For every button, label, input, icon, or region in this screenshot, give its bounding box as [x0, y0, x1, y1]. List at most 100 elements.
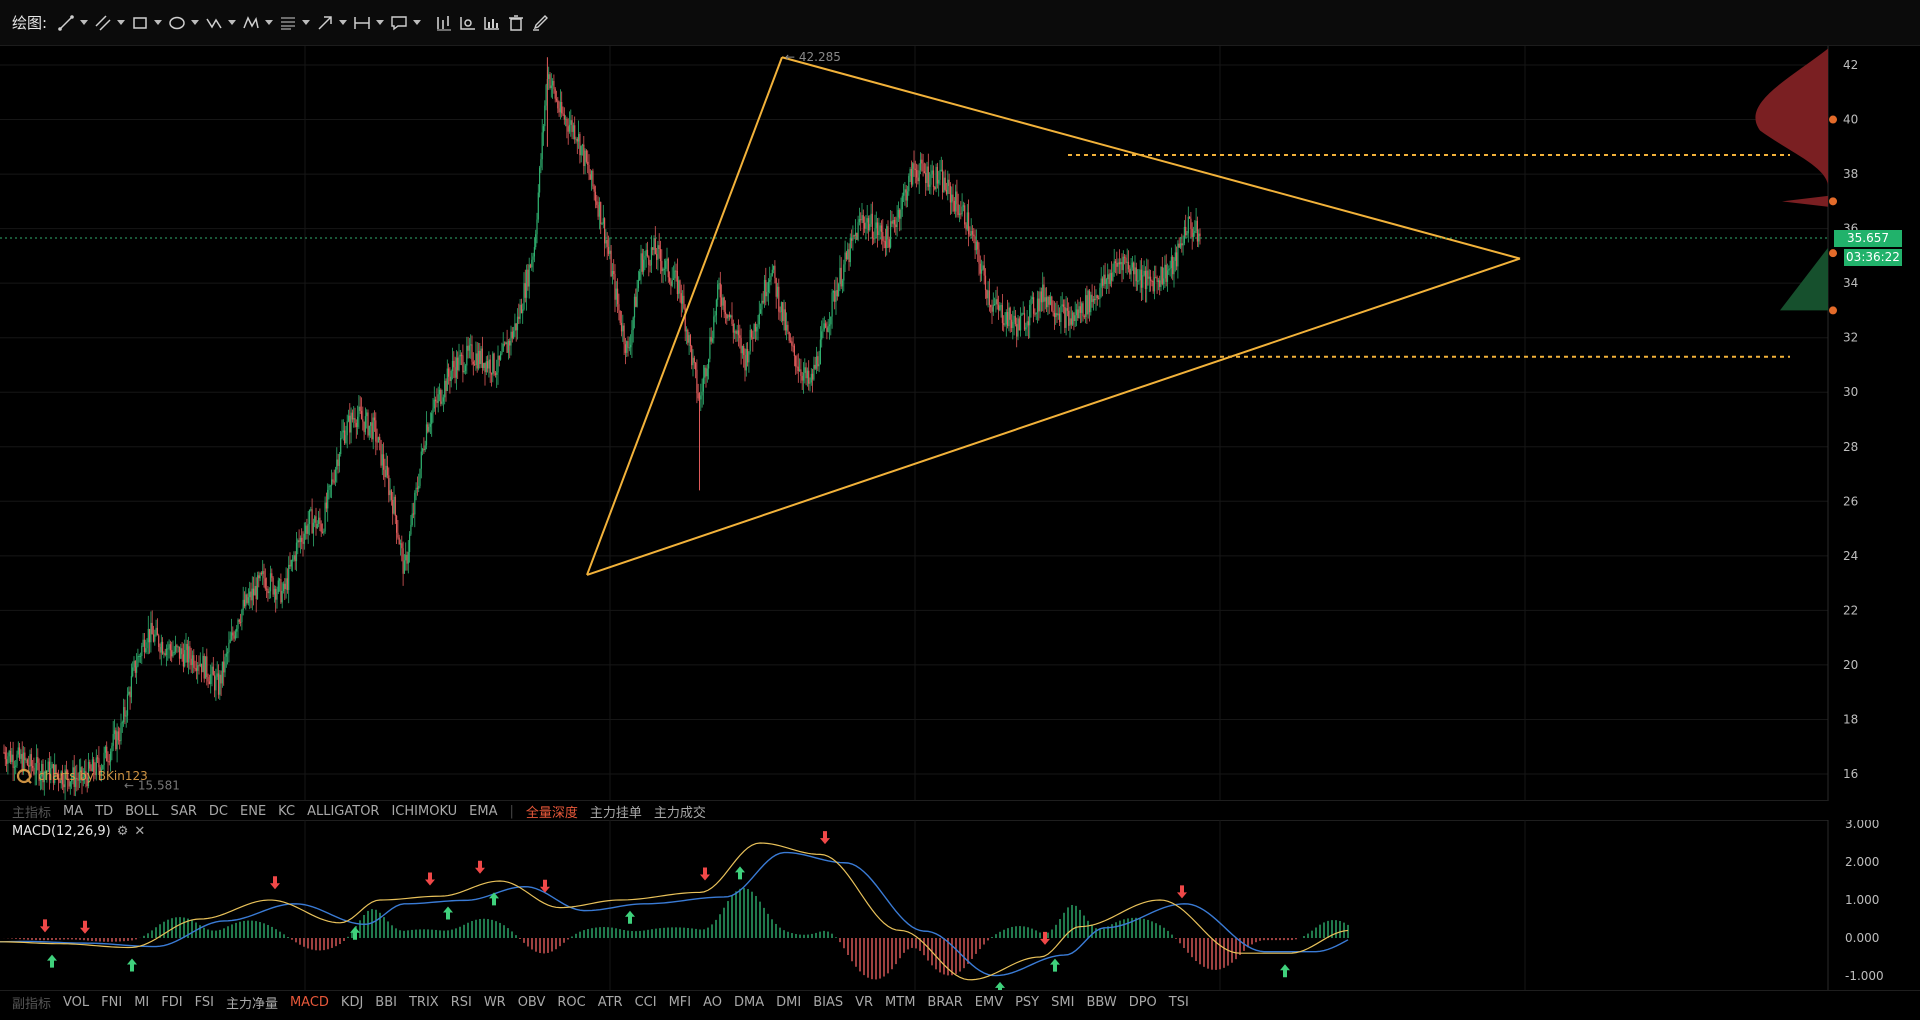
candle: [620, 311, 623, 337]
comment-tool-button[interactable]: [390, 8, 422, 38]
candle: [432, 397, 434, 423]
brush-tool-button[interactable]: [531, 8, 549, 38]
sub-indicator-26[interactable]: PSY: [1015, 994, 1040, 1010]
sub-indicator-5[interactable]: FSI: [194, 994, 214, 1010]
sub-indicator-28[interactable]: BBW: [1086, 994, 1117, 1010]
sub-indicator-1[interactable]: VOL: [63, 994, 90, 1010]
rect-tool-button[interactable]: [131, 8, 163, 38]
sub-indicator-15[interactable]: ATR: [597, 994, 623, 1010]
candle: [364, 407, 366, 435]
candle: [379, 433, 381, 451]
sub-indicator-22[interactable]: VR: [855, 994, 874, 1010]
parallel-tool-button[interactable]: [94, 8, 126, 38]
sub-indicator-3[interactable]: MI: [134, 994, 150, 1010]
main-indicator-6[interactable]: ENE: [240, 803, 267, 819]
sub-indicator-27[interactable]: SMI: [1051, 994, 1075, 1010]
sub-indicator-11[interactable]: RSI: [450, 994, 472, 1010]
candle: [773, 265, 775, 274]
sub-indicator-9[interactable]: BBI: [375, 994, 397, 1010]
high-price-label: ← 42.285: [785, 50, 841, 64]
sub-indicator-19[interactable]: DMA: [734, 994, 765, 1010]
main-indicator-10[interactable]: EMA: [469, 803, 498, 819]
candle: [87, 752, 90, 789]
candle: [865, 215, 867, 240]
candle: [1036, 290, 1039, 324]
sub-indicator-6[interactable]: 主力净量: [225, 996, 278, 1012]
main-indicator-13[interactable]: 主力挂单: [589, 805, 642, 821]
sub-indicator-17[interactable]: MFI: [668, 994, 692, 1010]
main-indicator-1[interactable]: MA: [63, 803, 84, 819]
candle: [498, 355, 500, 367]
sub-indicator-13[interactable]: OBV: [517, 994, 546, 1010]
main-indicator-5[interactable]: DC: [208, 803, 229, 819]
sub-indicator-30[interactable]: TSI: [1168, 994, 1189, 1010]
candle: [298, 529, 300, 548]
candle: [89, 759, 91, 772]
candle: [618, 293, 620, 321]
main-chart-area[interactable]: 42 40 38 36 34 32 30 28 26 24 22 20 18 16 ← 42.285 ← 15…: [0, 46, 1920, 801]
candle: [1096, 294, 1098, 306]
pattern-tool-button[interactable]: [242, 8, 274, 38]
ellipse-tool-button[interactable]: [168, 8, 200, 38]
candle: [732, 319, 734, 344]
sub-indicator-10[interactable]: TRIX: [408, 994, 439, 1010]
line-tool-button[interactable]: [57, 8, 89, 38]
sub-indicator-20[interactable]: DMI: [776, 994, 802, 1010]
main-indicator-3[interactable]: BOLL: [125, 803, 159, 819]
candle: [860, 212, 862, 231]
candle: [1199, 228, 1201, 245]
candle: [26, 758, 28, 766]
delete-drawings-button[interactable]: [507, 8, 525, 38]
sub-indicator-16[interactable]: CCI: [634, 994, 657, 1010]
main-indicator-9[interactable]: ICHIMOKU: [391, 803, 458, 819]
candle: [702, 365, 704, 405]
sub-indicator-7[interactable]: MACD: [289, 994, 329, 1010]
sub-indicator-24[interactable]: BRAR: [927, 994, 963, 1010]
candle: [776, 282, 779, 299]
candle: [571, 115, 573, 140]
sub-indicator-2[interactable]: FNI: [101, 994, 123, 1010]
candle: [467, 336, 469, 359]
candle: [879, 222, 881, 240]
candle: [578, 120, 580, 149]
sub-indicator-4[interactable]: FDI: [161, 994, 183, 1010]
main-indicator-12[interactable]: 全量深度: [525, 805, 578, 821]
arrow-tool-button[interactable]: [316, 8, 348, 38]
range-tool-button[interactable]: [353, 8, 385, 38]
macd-chart[interactable]: 3.000 2.000 1.000 0.000 -1.000: [0, 820, 1920, 990]
sub-indicator-8[interactable]: KDJ: [340, 994, 364, 1010]
close-icon[interactable]: ✕: [134, 824, 146, 839]
main-indicator-7[interactable]: KC: [278, 803, 296, 819]
histogram-button[interactable]: [483, 8, 501, 38]
sub-indicator-29[interactable]: DPO: [1128, 994, 1157, 1010]
sub-indicator-25[interactable]: EMV: [974, 994, 1004, 1010]
candle: [1061, 292, 1063, 313]
candle: [47, 758, 49, 773]
candle: [34, 763, 36, 786]
candle: [758, 300, 760, 329]
candle: [553, 74, 555, 94]
macd-axis-label: -1.000: [1845, 969, 1884, 983]
fib-tool-button[interactable]: [279, 8, 311, 38]
candle: [202, 646, 204, 673]
sub-indicator-23[interactable]: MTM: [885, 994, 916, 1010]
main-indicator-4[interactable]: SAR: [170, 803, 197, 819]
candle: [123, 698, 125, 727]
candle: [1059, 307, 1061, 326]
sub-indicator-21[interactable]: BIAS: [813, 994, 844, 1010]
chart-overlay-button[interactable]: [459, 8, 477, 38]
gear-icon[interactable]: ⚙: [116, 824, 129, 839]
zigzag-tool-button[interactable]: [205, 8, 237, 38]
main-indicator-14[interactable]: 主力成交: [653, 805, 706, 821]
candle: [529, 263, 532, 269]
sub-indicator-14[interactable]: ROC: [557, 994, 586, 1010]
main-indicator-8[interactable]: ALLIGATOR: [307, 803, 380, 819]
sub-indicator-12[interactable]: WR: [483, 994, 506, 1010]
candle: [396, 514, 398, 544]
sub-indicator-18[interactable]: AO: [703, 994, 722, 1010]
candle: [526, 264, 528, 311]
bars-pattern-button[interactable]: [435, 8, 453, 38]
candle: [847, 242, 849, 260]
main-indicator-2[interactable]: TD: [95, 803, 114, 819]
